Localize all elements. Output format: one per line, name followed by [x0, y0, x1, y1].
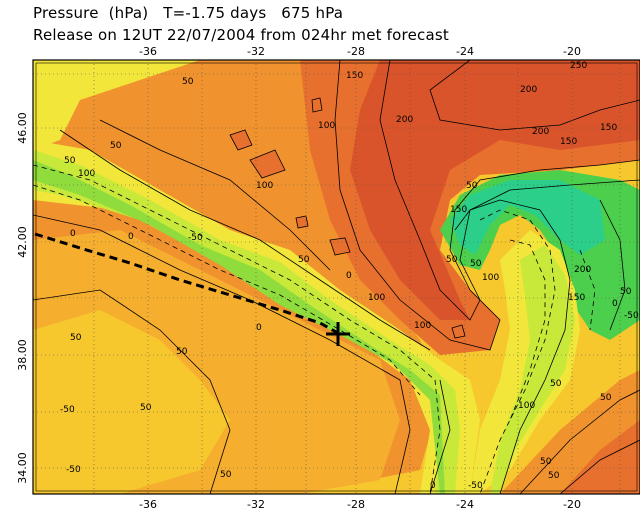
contour-label: 50	[466, 181, 478, 191]
trajectory-path	[34, 232, 339, 335]
contour-label: -50	[468, 481, 483, 491]
y-tick: 34.00	[16, 452, 29, 484]
contour-label: 50	[600, 393, 612, 403]
field-spiral-arm-inner	[490, 245, 575, 494]
contour-label: 50	[110, 141, 122, 151]
contour-label: 0	[612, 299, 618, 309]
contour-label: 50	[470, 259, 482, 269]
contour-label: 50	[176, 347, 188, 357]
contour-label: -50	[60, 405, 75, 415]
x-axis-top: -36 -32 -28 -24 -20	[139, 45, 581, 58]
contour-label: 100	[482, 273, 499, 283]
contour-label: 150	[560, 137, 577, 147]
field-southwest	[33, 310, 230, 494]
y-tick: 42.00	[16, 226, 29, 258]
contour-label: 50	[550, 379, 562, 389]
contour-label: 50	[64, 156, 76, 166]
x-tick-bottom: -36	[139, 498, 157, 511]
contour-label: 250	[570, 61, 587, 71]
contour-label: -50	[624, 311, 639, 321]
contour-label: 100	[518, 401, 535, 411]
x-tick-top: -20	[563, 45, 581, 58]
contour-label: 200	[396, 115, 413, 125]
map-frame	[32, 59, 640, 495]
contour-label: 50	[446, 255, 458, 265]
contour-label: 150	[568, 293, 585, 303]
contour-label: 50	[70, 333, 82, 343]
contour-label: 100	[414, 321, 431, 331]
y-tick: 46.00	[16, 112, 29, 144]
contour-label: 100	[78, 169, 95, 179]
contour-label: 100	[256, 181, 273, 191]
contour-label: 50	[548, 471, 560, 481]
release-point-marker	[326, 322, 350, 346]
contour-label: 0	[346, 271, 352, 281]
x-tick-bottom: -24	[456, 498, 474, 511]
contour-label: 100	[318, 121, 335, 131]
contour-label: 50	[140, 403, 152, 413]
contour-label: 50	[620, 287, 632, 297]
contour-label: 100	[368, 293, 385, 303]
contour-label: 150	[346, 71, 363, 81]
contour-label: 150	[600, 123, 617, 133]
x-tick-bottom: -32	[247, 498, 265, 511]
x-tick-top: -24	[456, 45, 474, 58]
x-tick-bottom: -20	[563, 498, 581, 511]
field-southeast-red	[560, 420, 640, 494]
field-cyclone-teal	[450, 180, 605, 255]
contour-label: 50	[298, 255, 310, 265]
contour-label: 0	[430, 481, 436, 491]
contour-label: -50	[188, 233, 203, 243]
field-deep-orange-core	[350, 60, 640, 320]
contour-label: -50	[66, 465, 81, 475]
contour-label: 0	[256, 323, 262, 333]
contour-label: 200	[574, 265, 591, 275]
contour-label: 0	[128, 232, 134, 242]
contour-label: 200	[532, 127, 549, 137]
x-tick-top: -28	[347, 45, 365, 58]
contour-label: 200	[520, 85, 537, 95]
map-frame-inner	[35, 62, 638, 492]
contour-lines	[33, 60, 640, 494]
y-axis-left: 46.00 42.00 38.00 34.00	[16, 112, 29, 484]
field-nw-yellow	[33, 60, 200, 150]
lat-lon-grid	[33, 60, 640, 494]
x-tick-bottom: -28	[347, 498, 365, 511]
contour-label: 50	[182, 77, 194, 87]
release-info: Release on 12UT 22/07/2004 from 024hr me…	[33, 26, 449, 44]
contour-label: 150	[450, 205, 467, 215]
contour-label: 0	[70, 229, 76, 239]
y-tick: 38.00	[16, 339, 29, 371]
x-tick-top: -32	[247, 45, 265, 58]
contour-label: 50	[220, 470, 232, 480]
x-tick-top: -36	[139, 45, 157, 58]
x-axis-bottom: -36 -32 -28 -24 -20	[139, 498, 581, 511]
map-title: Pressure (hPa) T=-1.75 days 675 hPa	[33, 4, 344, 22]
contour-label: 50	[540, 457, 552, 467]
